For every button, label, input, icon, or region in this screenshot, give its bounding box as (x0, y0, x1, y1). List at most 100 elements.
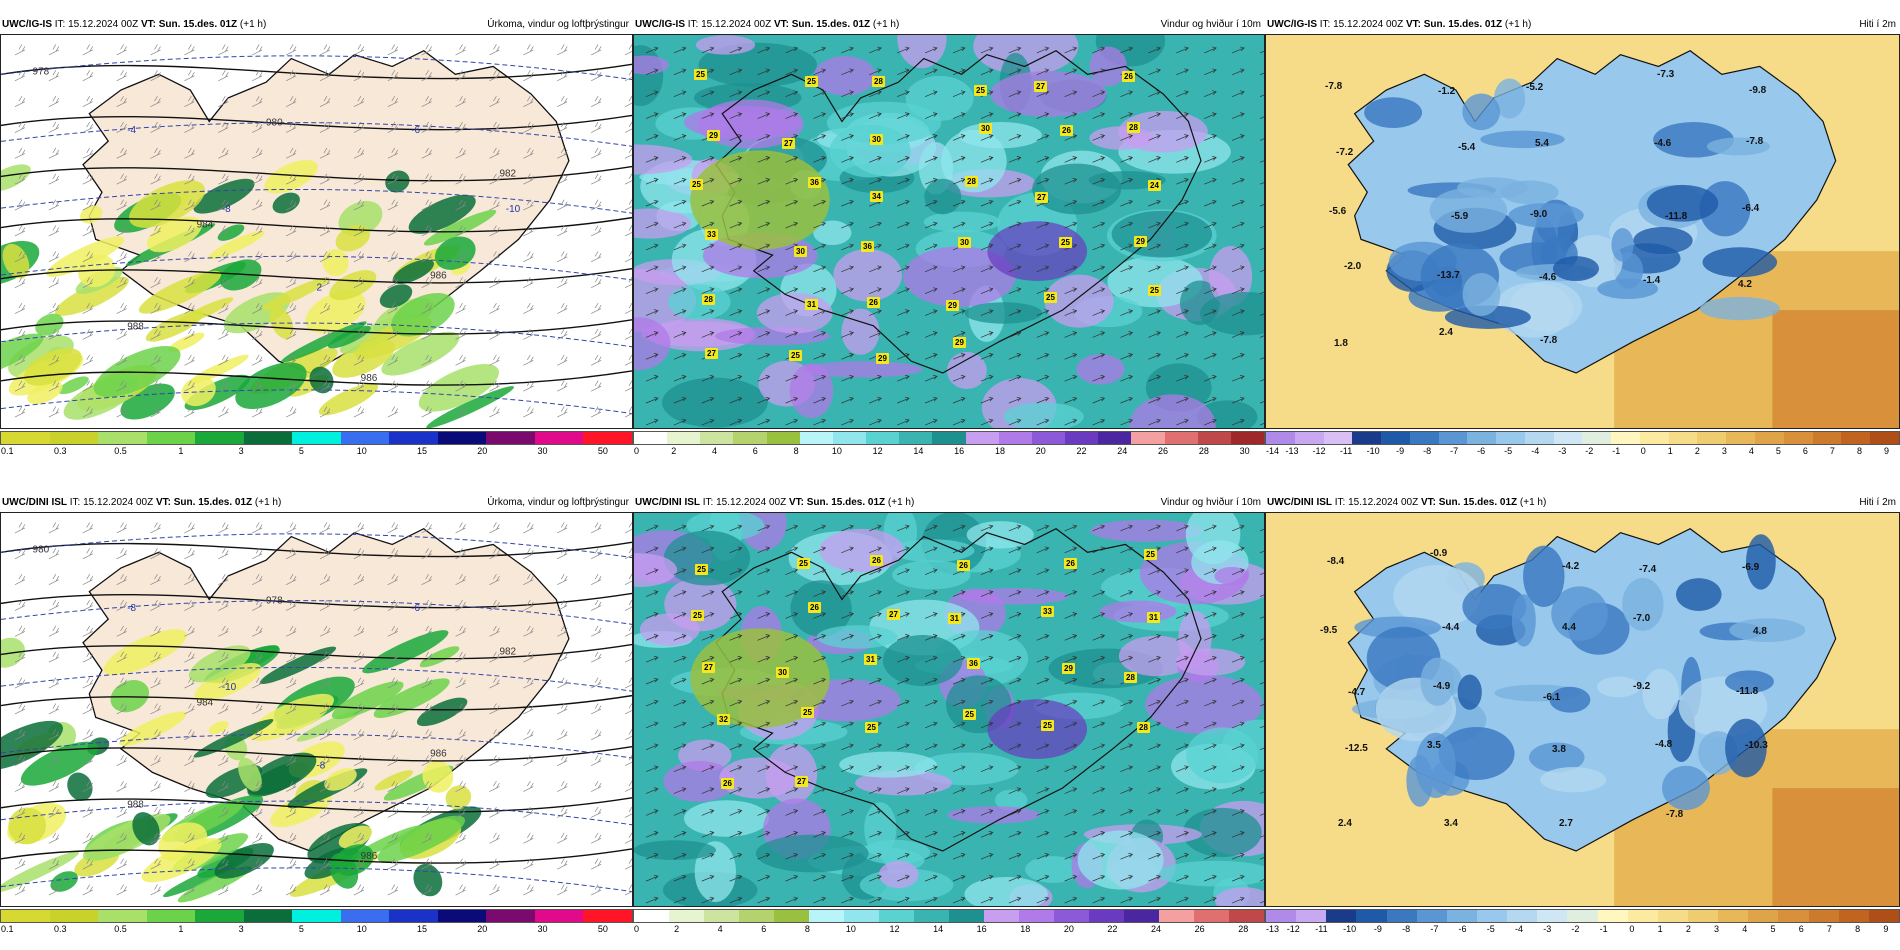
wind-barb (590, 677, 602, 689)
wind-arrow (673, 90, 687, 98)
wind-area (897, 35, 947, 69)
wind-arrow (1259, 703, 1264, 707)
wind-barb (557, 70, 568, 82)
precip-area (392, 259, 434, 284)
wind-arrow (1259, 900, 1264, 904)
wind-arrow (1064, 396, 1078, 404)
map-view[interactable]: 980 978 982 984 986 988 986 -8 -10 -8 -6 (0, 512, 633, 907)
map-view[interactable]: -8.4 -0.9 -4.2 -7.4 -6.9 -9.5 -4.4 4.4 -7.0 4.8 -4… (1265, 512, 1900, 907)
wind-barb (285, 380, 297, 392)
gust-label: 30 (776, 667, 789, 678)
wind-arrow (897, 743, 910, 751)
wind-barb (455, 380, 466, 392)
wind-arrow (1204, 831, 1217, 838)
wind-barb (252, 548, 263, 560)
precip-area (422, 760, 454, 793)
wind-arrow (1231, 374, 1245, 382)
wind-arrow (1204, 287, 1217, 295)
product-title: Hiti í 2m (1859, 19, 1896, 30)
wind-arrow (1259, 313, 1264, 316)
wind-arrow (1231, 699, 1245, 707)
wind-barb (285, 147, 297, 159)
map-view[interactable]: 978 980 982 984 986 988 986 -4 -8 2 -6 -10 (0, 34, 633, 429)
wind-barb (14, 225, 26, 237)
wind-barb (150, 173, 161, 185)
wind-arrow (701, 896, 715, 904)
wind-arrow (869, 331, 882, 338)
wind-arrow (1259, 835, 1264, 838)
colorbar-tick: 1 (178, 924, 184, 934)
precip-area (329, 270, 377, 301)
precip-area (246, 752, 317, 796)
model-name: UWC/IG-IS (1267, 19, 1317, 30)
wind-barb (150, 858, 161, 870)
model-name: UWC/DINI ISL (2, 497, 67, 508)
colorbar-swatch (1668, 432, 1698, 444)
wind-barb (489, 832, 500, 844)
temperature-label: 3.4 (1444, 818, 1458, 829)
wind-arrow (785, 568, 799, 576)
colorbar-tick: 20 (1063, 924, 1074, 934)
wind-barb (455, 729, 466, 741)
wind-arrow (1092, 90, 1106, 98)
wind-arrow (729, 287, 743, 295)
wind-barb (285, 780, 297, 792)
wind-area (634, 840, 716, 861)
wind-arrow (757, 309, 771, 316)
wind-arrow (841, 396, 854, 404)
wind-barb (421, 522, 432, 534)
wind-arrow (980, 112, 994, 119)
wind-arrow (1064, 309, 1078, 316)
wind-arrow (980, 721, 994, 729)
gust-label: 30 (870, 134, 883, 145)
wind-arrow (1176, 46, 1189, 54)
wind-arrow (841, 612, 854, 619)
wind-arrow (1008, 896, 1022, 904)
strong-wind-area (987, 221, 1088, 281)
wind-barb (252, 729, 263, 741)
temperature-label: 4.2 (1738, 279, 1752, 290)
cold-area (1429, 188, 1508, 233)
wind-area (878, 860, 919, 889)
wind-barb (48, 599, 60, 611)
wind-barb (387, 522, 399, 534)
colorbar-swatch (932, 432, 966, 444)
wind-arrow (813, 90, 827, 98)
wind-arrow (1008, 243, 1022, 251)
wind-arrow (1204, 721, 1217, 729)
wind-barb (590, 406, 602, 418)
precip-area (67, 772, 93, 801)
colorbar-tick: 7 (1829, 446, 1835, 456)
map-view[interactable]: -7.8 -1.2 -5.2 -7.3 -9.8 -7.2 -5.4 5.4 -4.6 -7.8-… (1265, 34, 1900, 429)
wind-barb (116, 199, 127, 211)
map-view[interactable]: 25 25 28 25 27 26 29 27 30 30 26 28 25 36 34 28 27 24 33 30… (633, 34, 1265, 429)
wind-arrow (1120, 309, 1134, 316)
wind-arrow (869, 852, 882, 860)
wind-barb (387, 328, 399, 340)
colorbar-swatch (1409, 432, 1439, 444)
map-view[interactable]: 25 25 26 26 26 25 25 26 27 31 33 31 27 30 31 36 29 28 32 25… (633, 512, 1265, 907)
cold-area (1420, 657, 1455, 706)
wind-barb (489, 574, 500, 585)
wind-barb (116, 406, 127, 418)
wind-barb (116, 225, 127, 237)
wind-arrow (980, 612, 994, 619)
wind-barb (523, 858, 534, 870)
wind-arrow (1036, 353, 1050, 360)
wind-barb (14, 44, 26, 56)
wind-arrow (1092, 524, 1106, 532)
wind-barb (285, 225, 297, 237)
wind-arrow (869, 699, 882, 707)
wind-barb (421, 173, 432, 185)
wind-area (683, 800, 770, 837)
colorbar-tick: 28 (1238, 924, 1249, 934)
wind-barb (14, 651, 26, 663)
wind-barb (14, 70, 26, 82)
wind-arrow (897, 896, 910, 904)
wind-barb (82, 651, 94, 663)
colorbar-swatch (486, 432, 535, 444)
colorbar (633, 909, 1265, 923)
wind-arrow (952, 546, 966, 554)
wind-barb (48, 858, 60, 870)
